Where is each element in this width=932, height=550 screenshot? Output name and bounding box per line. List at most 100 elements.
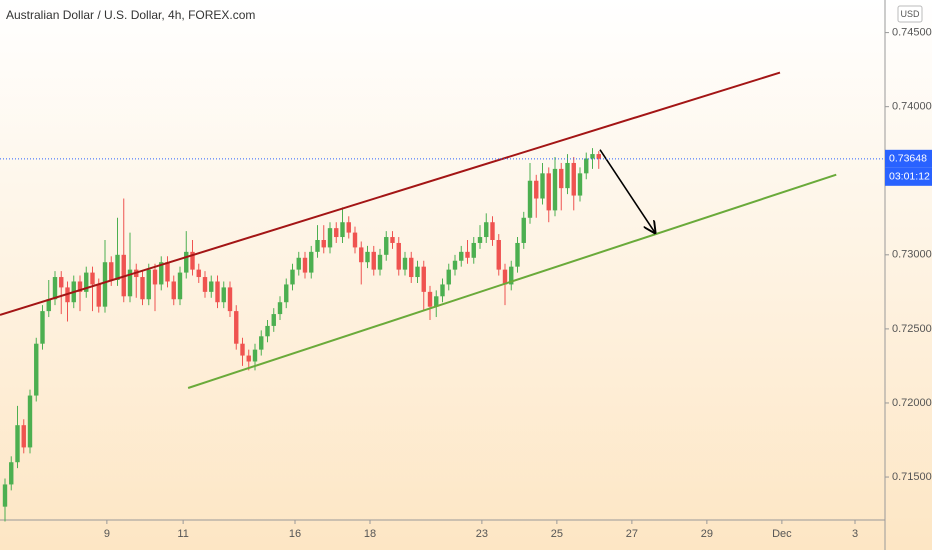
x-tick-label: 29 xyxy=(701,528,713,540)
candle-body xyxy=(271,314,276,326)
candle-body xyxy=(396,242,401,270)
candle-body xyxy=(34,343,39,396)
countdown-box xyxy=(885,167,932,186)
candle-body xyxy=(109,262,114,280)
candle-body xyxy=(15,425,20,463)
y-tick-label: 0.73000 xyxy=(892,249,932,261)
candle-body xyxy=(490,222,495,240)
candle-body xyxy=(196,269,201,278)
x-tick-label: Dec xyxy=(772,528,792,540)
candle-body xyxy=(90,272,95,285)
y-tick-label: 0.72500 xyxy=(892,323,932,335)
candle-body xyxy=(590,154,595,159)
candle-body xyxy=(177,272,183,300)
y-tick-label: 0.71500 xyxy=(892,471,932,483)
candle-body xyxy=(159,262,164,285)
candle-body xyxy=(496,240,501,270)
x-tick-label: 16 xyxy=(289,528,301,540)
candle-body xyxy=(227,287,233,312)
candle-body xyxy=(96,284,101,307)
x-tick-label: 11 xyxy=(177,528,188,540)
candle-body xyxy=(40,311,45,344)
candle-body xyxy=(184,251,189,273)
candle-body xyxy=(140,277,145,300)
candle-body xyxy=(459,251,464,261)
candle-body xyxy=(546,173,551,211)
candle-body xyxy=(171,281,176,300)
candle-body xyxy=(9,462,14,485)
candle-body xyxy=(509,266,514,285)
candle-body xyxy=(221,287,226,303)
candle-body xyxy=(365,251,370,263)
trend-line xyxy=(0,71,781,316)
candle-body xyxy=(527,180,533,218)
trend-line xyxy=(187,173,837,389)
candle-body xyxy=(21,425,26,448)
candle-body xyxy=(2,484,8,507)
x-tick-label: 18 xyxy=(364,528,376,540)
candle-body xyxy=(246,355,251,362)
candle-body xyxy=(484,222,489,238)
candle-body xyxy=(571,162,576,196)
candle-body xyxy=(296,257,301,270)
candle-body xyxy=(440,284,445,297)
candle-body xyxy=(515,242,520,267)
last-price-box xyxy=(885,149,932,168)
candle-body xyxy=(252,349,258,362)
chart-title: Australian Dollar / U.S. Dollar, 4h, FOR… xyxy=(6,8,255,22)
candle-body xyxy=(421,266,426,292)
candle-body xyxy=(409,257,414,278)
last-price-label: 0.73648 xyxy=(889,153,927,165)
candle-body xyxy=(471,242,476,258)
candle-body xyxy=(334,228,339,238)
candle-body xyxy=(259,336,264,350)
currency-box[interactable] xyxy=(897,5,923,23)
candle-body xyxy=(502,269,508,285)
currency-label[interactable]: USD xyxy=(900,9,920,19)
candle-body xyxy=(190,251,195,270)
candle-body xyxy=(452,260,458,270)
candle-body xyxy=(584,158,589,174)
candle-body xyxy=(565,162,570,189)
candle-body xyxy=(402,257,408,270)
candle-body xyxy=(152,269,158,285)
candle-body xyxy=(340,222,345,238)
candle-body xyxy=(427,291,433,307)
candle-body xyxy=(202,277,208,292)
trend-line xyxy=(599,149,655,233)
candle-body xyxy=(371,251,376,270)
candle-body xyxy=(552,168,558,211)
candle-body xyxy=(327,228,333,248)
candle-body xyxy=(165,262,170,282)
candle-body xyxy=(521,217,526,243)
candle-body xyxy=(384,237,389,255)
candle-body xyxy=(446,269,451,285)
candle-body xyxy=(465,251,470,258)
x-tick-label: 23 xyxy=(476,528,488,540)
candle-body xyxy=(215,281,220,303)
y-tick-label: 0.72000 xyxy=(892,397,932,409)
candle-body xyxy=(265,325,270,337)
candle-body xyxy=(102,262,108,307)
candle-body xyxy=(127,269,133,297)
x-tick-label: 25 xyxy=(551,528,563,540)
x-tick-label: 9 xyxy=(104,528,110,540)
candle-body xyxy=(115,254,120,280)
candle-body xyxy=(352,232,358,248)
x-tick-label: 27 xyxy=(626,528,638,540)
candle-body xyxy=(309,251,314,273)
candle-body xyxy=(46,299,51,312)
candle-body xyxy=(390,237,395,243)
y-tick-label: 0.74000 xyxy=(892,101,932,113)
candle-body xyxy=(84,272,89,292)
candle-body xyxy=(234,311,239,344)
candle-body xyxy=(146,269,151,300)
y-tick-label: 0.74500 xyxy=(892,26,932,38)
candle-body xyxy=(346,222,351,233)
candle-body xyxy=(377,254,383,270)
candle-body xyxy=(359,247,364,263)
candle-body xyxy=(534,180,539,199)
candle-body xyxy=(559,168,564,189)
